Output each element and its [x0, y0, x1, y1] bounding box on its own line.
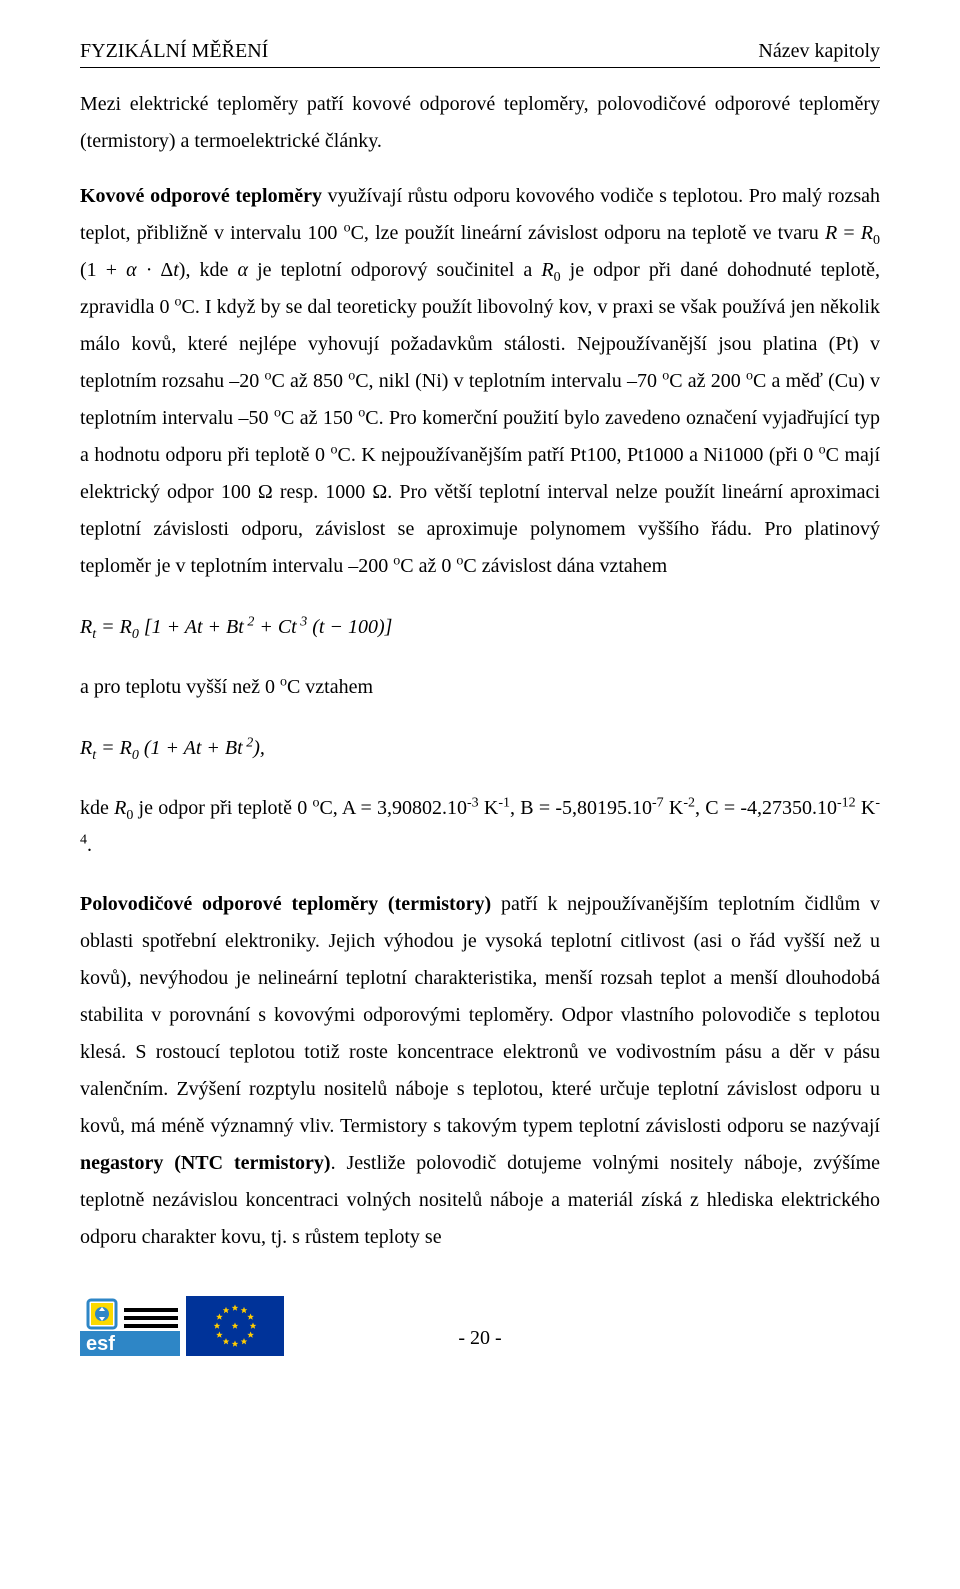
page-footer: esf [80, 1296, 880, 1356]
thermistors-paragraph: Polovodičové odporové teploměry (termist… [80, 886, 880, 1256]
equation-rt-low-temp: Rt = R0 [1 + At + Bt 2 + Ct 3 (t − 100)] [80, 611, 880, 643]
eu-flag-icon [186, 1296, 284, 1356]
page-number: - 20 - [284, 1327, 676, 1356]
header-left: FYZIKÁLNÍ MĚŘENÍ [80, 40, 268, 63]
svg-text:esf: esf [86, 1333, 115, 1355]
above-zero-intro: a pro teplotu vyšší než 0 oC vztahem [80, 669, 880, 706]
equation-rt-high-temp: Rt = R0 (1 + At + Bt 2), [80, 732, 880, 764]
page-header: FYZIKÁLNÍ MĚŘENÍ Název kapitoly [80, 40, 880, 68]
intro-paragraph: Mezi elektrické teploměry patří kovové o… [80, 86, 880, 160]
coefficients-paragraph: kde R0 je odpor při teplotě 0 oC, A = 3,… [80, 790, 880, 864]
page: FYZIKÁLNÍ MĚŘENÍ Název kapitoly Mezi ele… [0, 0, 960, 1396]
esf-logo-icon: esf [80, 1296, 180, 1356]
metal-resistance-paragraph: Kovové odporové teploměry využívají růst… [80, 178, 880, 585]
header-right: Název kapitoly [758, 40, 880, 63]
